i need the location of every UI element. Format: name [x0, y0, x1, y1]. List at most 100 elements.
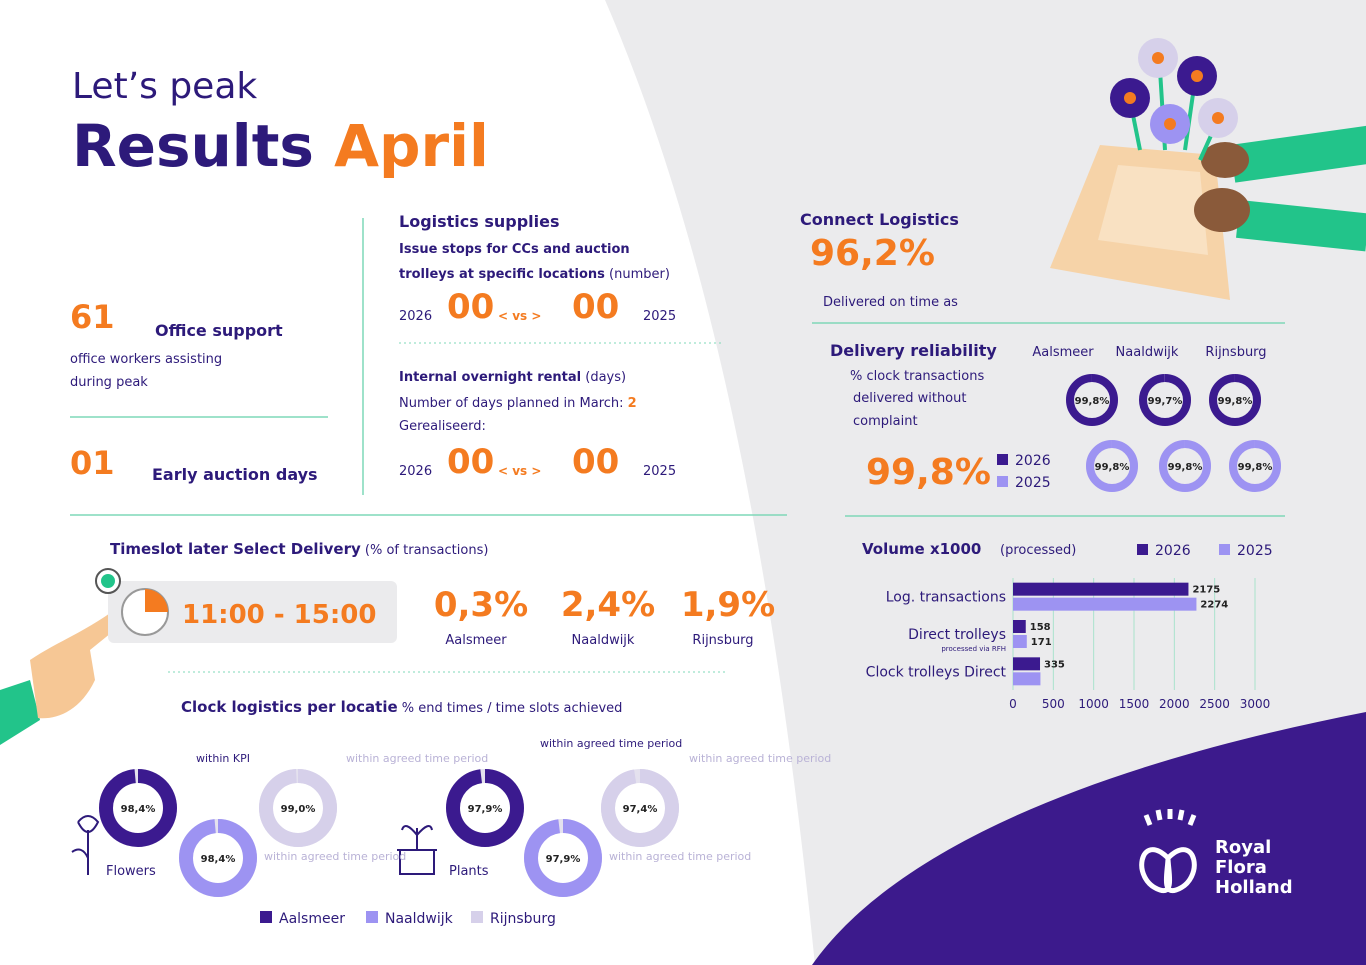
reliability-note: complaint — [853, 414, 918, 429]
legend-label: 2026 — [1015, 453, 1051, 469]
data-label: 335 — [1044, 659, 1065, 670]
badge-icon — [101, 574, 115, 588]
logistics-text: Issue stops for CCs and auction — [399, 242, 630, 257]
donut-label: 98,4% — [201, 854, 236, 865]
plant-icon — [397, 825, 437, 875]
donut-note: within agreed time period — [609, 850, 751, 863]
donut-arc — [601, 769, 679, 847]
logo-text: Flora — [1215, 857, 1267, 878]
year: 2025 — [643, 464, 676, 479]
legend-swatch — [471, 911, 483, 923]
bar — [1013, 672, 1041, 686]
timeslot-heading: Timeslot later Select Delivery (% of tra… — [110, 540, 488, 558]
donut-label: 97,9% — [546, 854, 581, 865]
year: 2026 — [399, 464, 432, 479]
connect-title: Connect Logistics — [800, 210, 959, 229]
chart-title: Volume x1000 — [862, 540, 981, 558]
category-note: processed via RFH — [941, 645, 1006, 653]
logo-text: Holland — [1215, 877, 1293, 898]
donut-label: 99,7% — [1148, 396, 1183, 407]
bar — [1013, 620, 1026, 633]
office-note: office workers assisting — [70, 352, 222, 367]
donut-label: 97,4% — [623, 804, 658, 815]
reliability-note: % clock transactions — [850, 369, 984, 384]
office-label: Office support — [155, 321, 283, 340]
logo: Royal Flora Holland — [1139, 809, 1293, 898]
donut-arc — [1229, 440, 1281, 492]
data-label: 2274 — [1200, 600, 1228, 611]
timeslot-location: Aalsmeer — [445, 633, 507, 648]
legend-label: Naaldwijk — [385, 911, 454, 927]
title: Results April — [72, 112, 489, 180]
donut-label: 99,8% — [1075, 396, 1110, 407]
timeslot-value: 1,9% — [681, 585, 775, 625]
planned: Number of days planned in March: 2 — [399, 396, 637, 411]
location: Aalsmeer — [1032, 345, 1094, 360]
donut-arc — [1086, 440, 1138, 492]
legend-label: Rijnsburg — [490, 911, 556, 927]
comparison: 2026 00 < vs > 00 2025 — [399, 287, 676, 327]
timeslot-value: 2,4% — [561, 585, 655, 625]
x-tick-label: 500 — [1042, 697, 1065, 711]
donut-label: 99,8% — [1238, 462, 1273, 473]
unit: (% of transactions) — [365, 543, 489, 558]
vs: < vs > — [498, 309, 541, 323]
legend-swatch — [997, 454, 1008, 465]
year: 2025 — [643, 309, 676, 324]
timeslot-value: 0,3% — [434, 585, 528, 625]
vs: < vs > — [498, 464, 541, 478]
purple-panel — [812, 712, 1366, 965]
timeslot-box — [108, 581, 397, 643]
data-label: 2175 — [1192, 585, 1220, 596]
donut-arc — [1066, 374, 1118, 426]
donut-label: 99,8% — [1168, 462, 1203, 473]
x-tick-label: 2500 — [1199, 697, 1230, 711]
donut-note: within agreed time period — [346, 752, 488, 765]
planned-value: 2 — [628, 396, 637, 411]
donut-note: within agreed time period — [540, 737, 682, 750]
legend-swatch — [366, 911, 378, 923]
volume-chart: Volume x1000 (processed) 2026 2025 0 500 1000 1… — [862, 540, 1273, 711]
reliability-donuts: Aalsmeer Naaldwijk Rijnsburg 2026 99,8% 99,7%… — [997, 345, 1281, 492]
legend-label: 2025 — [1237, 543, 1273, 559]
timeslot-time: 11:00 - 15:00 — [182, 600, 376, 630]
legend: Aalsmeer Naaldwijk Rijnsburg — [260, 911, 556, 927]
donut-arc — [1209, 374, 1261, 426]
value: 00 — [572, 287, 619, 327]
bar — [1013, 635, 1027, 648]
x-tick-label: 1500 — [1119, 697, 1150, 711]
donut-arc — [1139, 374, 1191, 426]
logo-text: Royal — [1215, 837, 1271, 858]
donut-arc — [99, 769, 177, 847]
early-label: Early auction days — [152, 465, 318, 484]
clock-title: Clock logistics per locatie — [181, 698, 398, 716]
rental-title: Internal overnight rental — [399, 370, 581, 385]
donut-label: 99,0% — [281, 804, 316, 815]
donut-note: within agreed time period — [264, 850, 406, 863]
rental-heading: Internal overnight rental (days) — [399, 370, 626, 385]
logistics-text: trolleys at specific locations — [399, 267, 605, 282]
legend-label: 2026 — [1155, 543, 1191, 559]
unit: (number) — [609, 267, 670, 282]
logistics-title: Logistics supplies — [399, 212, 560, 231]
donut-arc — [179, 819, 257, 897]
data-label: 158 — [1030, 622, 1051, 633]
y-tick-label: Direct trolleys — [908, 627, 1006, 643]
connect-note: Delivered on time as — [823, 295, 958, 310]
x-tick-label: 3000 — [1240, 697, 1271, 711]
office-count: 61 — [70, 298, 115, 336]
clock-icon — [145, 589, 168, 612]
flower-illustration — [1050, 38, 1366, 300]
kicker: Let’s peak — [72, 66, 257, 107]
timeslot-items: 0,3% Aalsmeer 2,4% Naaldwijk 1,9% Rijnsburg — [434, 585, 775, 648]
clock-subtitle: % end times / time slots achieved — [402, 701, 623, 716]
donut-arc — [446, 769, 524, 847]
clock-donuts: Flowers 98,4% within KPI 98,4% within agreed… — [99, 737, 831, 897]
timeslot-title: Timeslot later Select Delivery — [110, 540, 361, 558]
donut-note: within agreed time period — [689, 752, 831, 765]
value: 00 — [447, 287, 494, 327]
x-tick-label: 1000 — [1078, 697, 1109, 711]
donut-arc — [1159, 440, 1211, 492]
legend-swatch — [1219, 544, 1230, 555]
